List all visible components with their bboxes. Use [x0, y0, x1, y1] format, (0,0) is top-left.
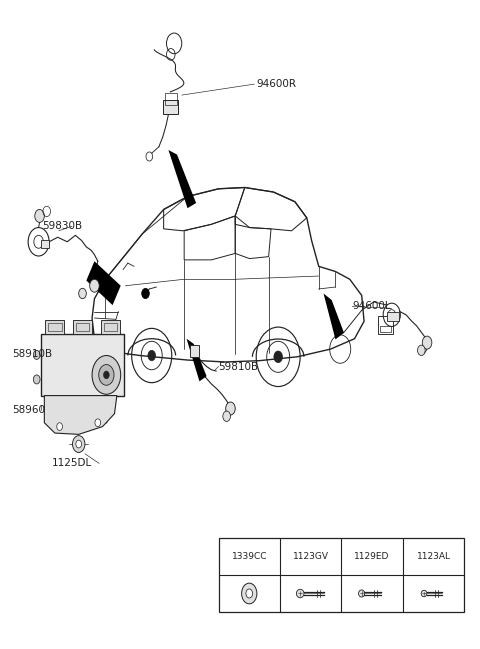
Circle shape: [274, 351, 282, 363]
Circle shape: [92, 356, 120, 395]
Ellipse shape: [296, 589, 304, 598]
Circle shape: [226, 402, 235, 415]
Circle shape: [57, 422, 62, 430]
Bar: [104, 323, 117, 331]
Polygon shape: [86, 261, 120, 305]
Circle shape: [246, 589, 252, 598]
Circle shape: [142, 288, 149, 299]
Text: 1123AL: 1123AL: [417, 552, 451, 561]
Text: 58910B: 58910B: [12, 349, 52, 359]
Circle shape: [148, 350, 156, 361]
Ellipse shape: [421, 590, 427, 596]
Text: 94600L: 94600L: [352, 301, 391, 312]
Text: 1125DL: 1125DL: [51, 458, 92, 469]
Bar: [387, 312, 399, 321]
Bar: [45, 320, 64, 334]
Polygon shape: [187, 339, 206, 382]
Bar: [40, 334, 124, 396]
Bar: [163, 100, 178, 114]
Bar: [48, 323, 61, 331]
Circle shape: [223, 411, 230, 421]
Bar: [218, 538, 464, 612]
Circle shape: [241, 583, 257, 604]
Text: 1129ED: 1129ED: [354, 552, 390, 561]
Circle shape: [72, 435, 85, 452]
Text: 1123GV: 1123GV: [293, 552, 329, 561]
Circle shape: [34, 375, 40, 384]
Bar: [40, 241, 49, 249]
Text: 58960: 58960: [12, 405, 45, 415]
Bar: [73, 320, 92, 334]
Circle shape: [104, 371, 109, 379]
Circle shape: [95, 419, 101, 426]
Circle shape: [34, 350, 40, 360]
Circle shape: [99, 365, 114, 386]
Polygon shape: [168, 150, 196, 208]
Circle shape: [418, 345, 425, 356]
Circle shape: [422, 336, 432, 349]
Circle shape: [76, 440, 82, 448]
Polygon shape: [324, 293, 344, 339]
Circle shape: [90, 279, 99, 292]
Bar: [101, 320, 120, 334]
Bar: [76, 323, 89, 331]
Ellipse shape: [359, 590, 365, 597]
Bar: [380, 326, 391, 332]
Text: 94600R: 94600R: [257, 79, 297, 89]
Polygon shape: [44, 396, 117, 434]
Circle shape: [35, 210, 44, 223]
Text: 59830B: 59830B: [42, 221, 82, 231]
Text: 1339CC: 1339CC: [231, 552, 267, 561]
Bar: [378, 316, 393, 334]
Bar: [165, 93, 177, 104]
Text: 59810B: 59810B: [218, 361, 259, 371]
Bar: [190, 345, 199, 357]
Circle shape: [79, 288, 86, 299]
